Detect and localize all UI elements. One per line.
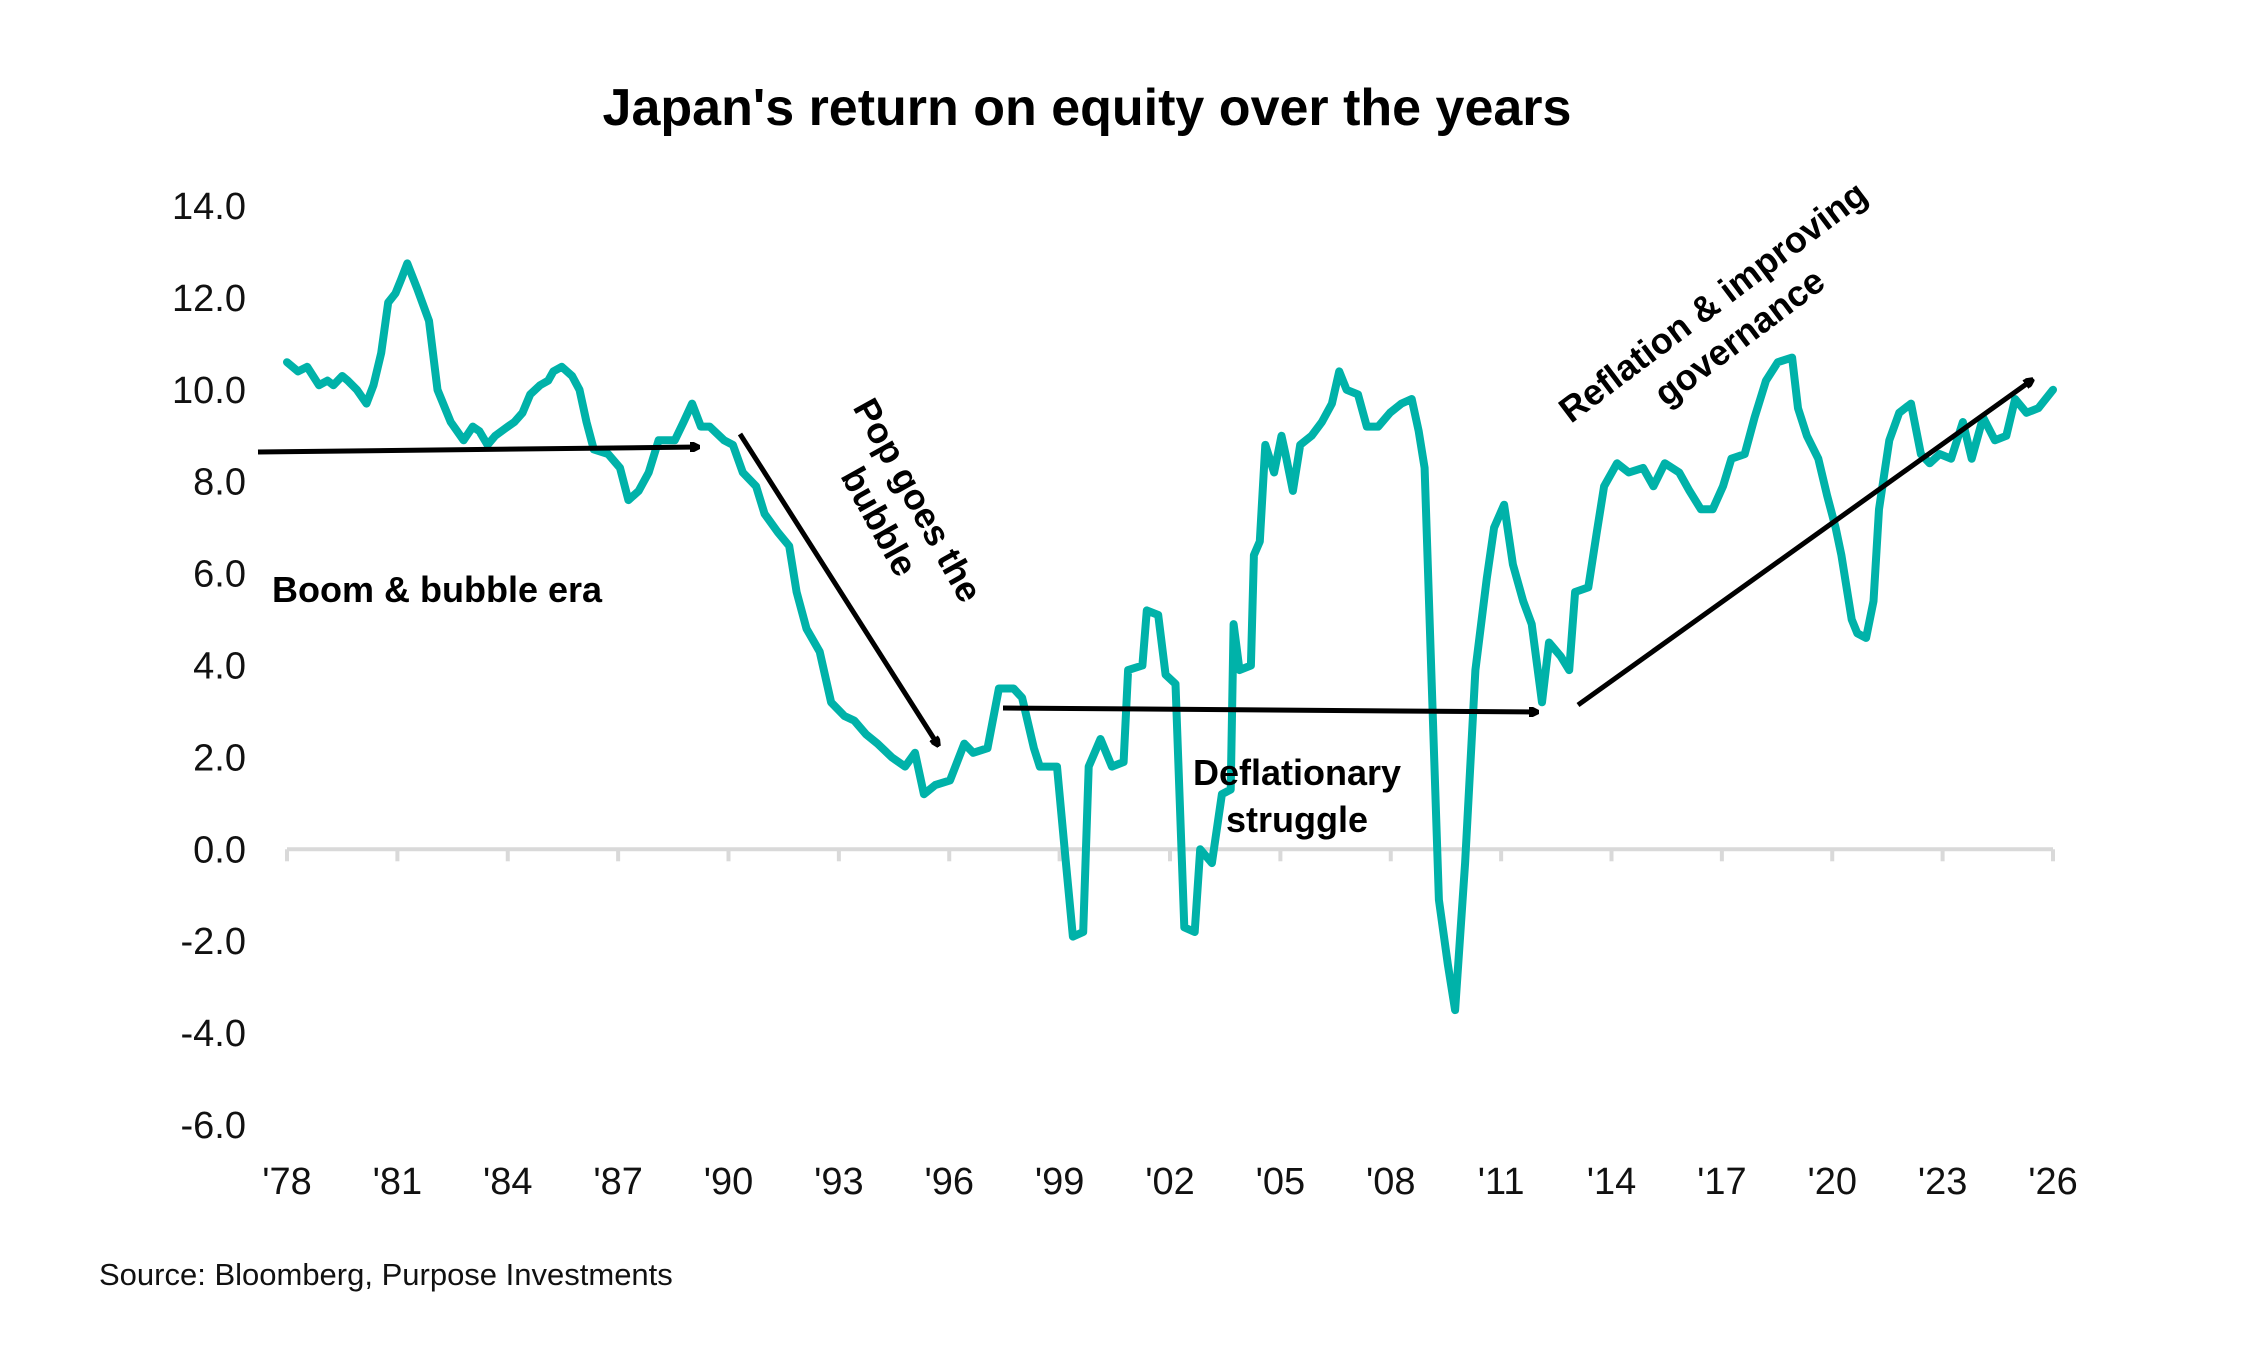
x-tick-label: '20 bbox=[1807, 1161, 1857, 1203]
y-axis-ticks: 14.0 12.0 10.0 8.0 6.0 4.0 2.0 0.0 -2.0 -4.0 -6.0 bbox=[172, 186, 246, 1147]
annotation-deflation-line1: Deflationary bbox=[1193, 752, 1401, 793]
x-tick-label: '08 bbox=[1366, 1161, 1416, 1203]
y-tick-label: -2.0 bbox=[181, 921, 246, 963]
y-tick-label: 12.0 bbox=[172, 278, 246, 320]
x-axis: '78 '81 '84 '87 '90 '93 '96 '99 '02 '05 '08 '11 '14 '… bbox=[262, 847, 2078, 1203]
x-tick-label: '81 bbox=[373, 1161, 423, 1203]
arrow-deflation bbox=[1002, 705, 1537, 712]
arrow-boom bbox=[257, 447, 698, 455]
x-tick-label: '23 bbox=[1918, 1161, 1968, 1203]
x-tick-label: '02 bbox=[1145, 1161, 1195, 1203]
x-tick-label: '93 bbox=[814, 1161, 864, 1203]
x-tick-label: '17 bbox=[1697, 1161, 1747, 1203]
x-tick-label: '87 bbox=[593, 1161, 643, 1203]
y-tick-label: 10.0 bbox=[172, 370, 246, 412]
arrow-reflation bbox=[1576, 380, 2032, 708]
y-tick-label: 4.0 bbox=[193, 646, 246, 688]
annotation-reflation: Reflation & improving governance bbox=[1551, 173, 1874, 431]
y-tick-label: 6.0 bbox=[193, 554, 246, 596]
arrow-pop bbox=[737, 432, 938, 745]
roe-series-line bbox=[283, 259, 2057, 1015]
annotation-boom-bubble: Boom & bubble era bbox=[272, 569, 603, 610]
chart-title: Japan's return on equity over the years bbox=[603, 79, 1572, 137]
x-tick-label: '90 bbox=[704, 1161, 754, 1203]
y-tick-label: 14.0 bbox=[172, 186, 246, 228]
y-tick-label: -4.0 bbox=[181, 1013, 246, 1055]
y-tick-label: 0.0 bbox=[193, 829, 246, 871]
x-tick-label: '78 bbox=[262, 1161, 312, 1203]
y-tick-label: 8.0 bbox=[193, 462, 246, 504]
x-tick-label: '05 bbox=[1256, 1161, 1306, 1203]
x-tick-label: '26 bbox=[2028, 1161, 2078, 1203]
annotation-arrows bbox=[257, 380, 2032, 745]
x-tick-label: '99 bbox=[1035, 1161, 1085, 1203]
x-tick-label: '14 bbox=[1587, 1161, 1637, 1203]
series-group bbox=[283, 259, 2057, 1015]
y-tick-label: 2.0 bbox=[193, 737, 246, 779]
y-tick-label: -6.0 bbox=[181, 1105, 246, 1147]
annotation-reflation-line1: Reflation & improving bbox=[1551, 173, 1874, 431]
source-note: Source: Bloomberg, Purpose Investments bbox=[99, 1257, 673, 1292]
x-tick-label: '96 bbox=[924, 1161, 974, 1203]
annotation-pop-bubble: Pop goes the bubble bbox=[833, 391, 991, 609]
x-tick-label: '84 bbox=[483, 1161, 533, 1203]
x-tick-label: '11 bbox=[1478, 1161, 1525, 1203]
annotation-deflation-line2: struggle bbox=[1226, 799, 1368, 840]
